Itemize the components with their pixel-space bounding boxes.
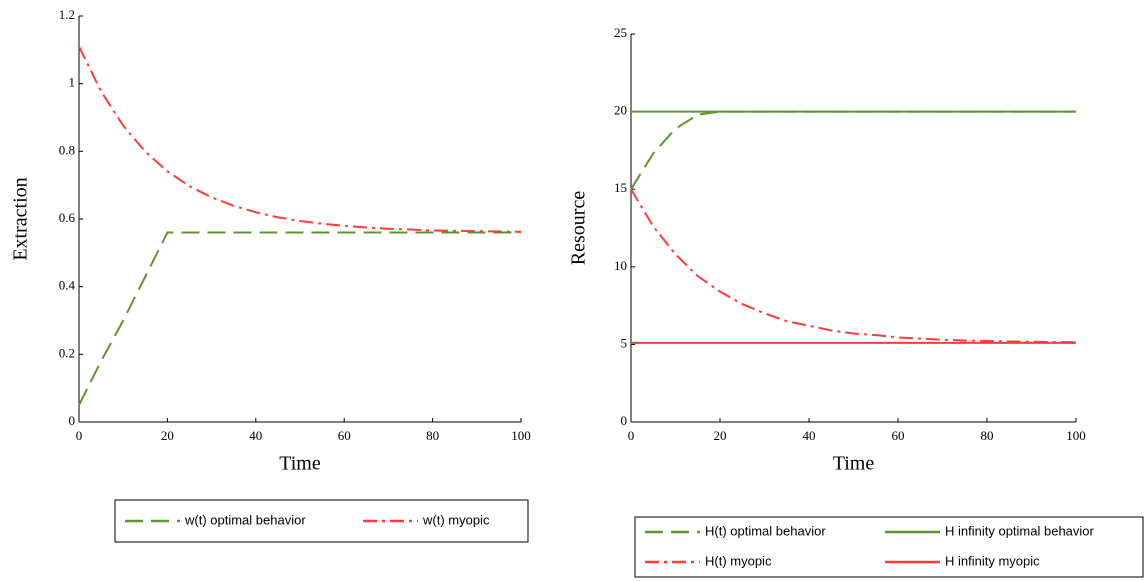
y-axis-label: Extraction: [10, 177, 32, 260]
series-line: [78, 231, 521, 406]
series-line: [630, 188, 1077, 344]
y-tick-label: 0.4: [59, 278, 76, 293]
legend-label: w(t) myopic: [422, 512, 490, 527]
y-tick-label: 25: [614, 25, 627, 40]
x-axis-label: Time: [833, 453, 875, 475]
legend-label: H(t) myopic: [705, 553, 772, 568]
x-tick-label: 20: [161, 428, 174, 443]
legend-box: [114, 499, 529, 543]
x-tick-label: 0: [628, 428, 635, 443]
x-tick-label: 0: [76, 428, 83, 443]
y-tick-label: 1: [69, 75, 76, 90]
legend-label: w(t) optimal behavior: [184, 512, 306, 527]
legend-label: H infinity myopic: [945, 553, 1040, 568]
y-tick-label: 10: [614, 258, 627, 273]
x-tick-label: 100: [511, 428, 531, 443]
y-tick-label: 0.6: [59, 210, 76, 225]
y-tick-label: 15: [614, 180, 627, 195]
series-line: [630, 110, 1076, 190]
x-tick-label: 100: [1066, 428, 1086, 443]
y-tick-label: 20: [614, 103, 627, 118]
y-tick-label: 1.2: [59, 7, 75, 22]
y-tick-label: 5: [621, 335, 628, 350]
x-tick-label: 40: [249, 428, 262, 443]
legend-label: H(t) optimal behavior: [705, 523, 826, 538]
x-tick-label: 80: [981, 428, 994, 443]
legend-box: [634, 516, 1144, 578]
legend-label: H infinity optimal behavior: [945, 523, 1095, 538]
y-tick-label: 0.8: [59, 142, 75, 157]
x-tick-label: 40: [803, 428, 816, 443]
y-tick-label: 0: [69, 413, 76, 428]
y-axis-label: Resource: [568, 191, 590, 266]
x-tick-label: 60: [892, 428, 905, 443]
x-tick-label: 20: [714, 428, 727, 443]
x-axis-label: Time: [279, 453, 321, 475]
x-tick-label: 80: [426, 428, 439, 443]
x-tick-label: 60: [338, 428, 351, 443]
series-line: [78, 46, 522, 233]
y-tick-label: 0: [621, 413, 628, 428]
y-tick-label: 0.2: [59, 345, 75, 360]
